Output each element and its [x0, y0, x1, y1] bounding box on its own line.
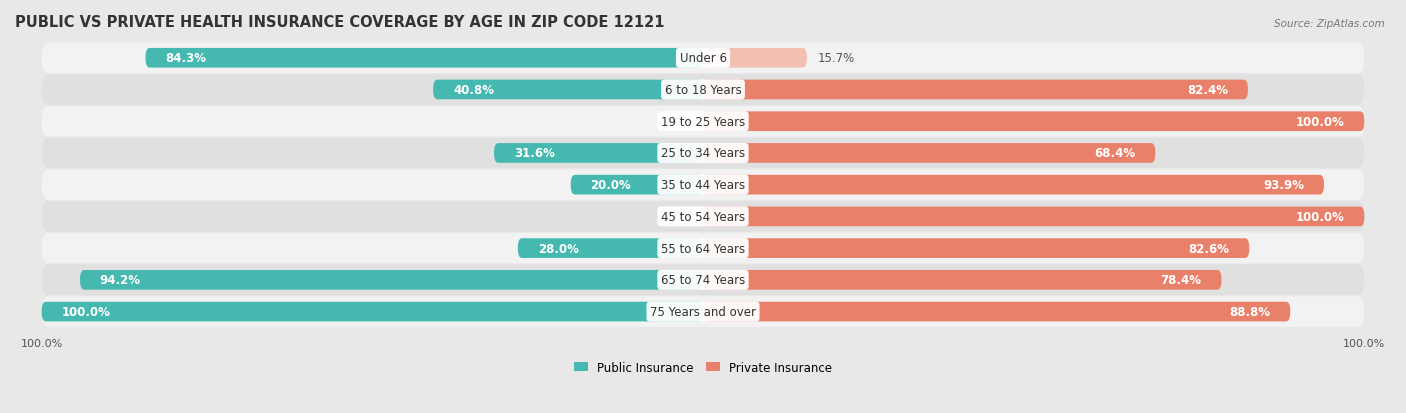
- Text: 100.0%: 100.0%: [1296, 210, 1344, 223]
- Text: Source: ZipAtlas.com: Source: ZipAtlas.com: [1274, 19, 1385, 28]
- FancyBboxPatch shape: [703, 176, 1324, 195]
- Text: 100.0%: 100.0%: [1296, 115, 1344, 128]
- FancyBboxPatch shape: [42, 265, 1364, 295]
- Text: 40.8%: 40.8%: [453, 84, 494, 97]
- FancyBboxPatch shape: [42, 233, 1364, 264]
- FancyBboxPatch shape: [80, 271, 703, 290]
- FancyBboxPatch shape: [42, 107, 1364, 137]
- Text: 65 to 74 Years: 65 to 74 Years: [661, 274, 745, 287]
- Text: PUBLIC VS PRIVATE HEALTH INSURANCE COVERAGE BY AGE IN ZIP CODE 12121: PUBLIC VS PRIVATE HEALTH INSURANCE COVER…: [15, 15, 665, 30]
- Text: 78.4%: 78.4%: [1161, 274, 1202, 287]
- FancyBboxPatch shape: [703, 49, 807, 69]
- Text: 0.0%: 0.0%: [662, 115, 692, 128]
- Text: 55 to 64 Years: 55 to 64 Years: [661, 242, 745, 255]
- Text: 15.7%: 15.7%: [817, 52, 855, 65]
- Text: 68.4%: 68.4%: [1094, 147, 1136, 160]
- Text: 45 to 54 Years: 45 to 54 Years: [661, 210, 745, 223]
- Text: 75 Years and over: 75 Years and over: [650, 305, 756, 318]
- Legend: Public Insurance, Private Insurance: Public Insurance, Private Insurance: [574, 361, 832, 374]
- FancyBboxPatch shape: [703, 239, 1250, 258]
- Text: 35 to 44 Years: 35 to 44 Years: [661, 179, 745, 192]
- Text: 82.4%: 82.4%: [1187, 84, 1227, 97]
- FancyBboxPatch shape: [42, 138, 1364, 169]
- Text: 82.6%: 82.6%: [1188, 242, 1229, 255]
- FancyBboxPatch shape: [703, 302, 1291, 322]
- FancyBboxPatch shape: [145, 49, 703, 69]
- Text: Under 6: Under 6: [679, 52, 727, 65]
- Text: 6 to 18 Years: 6 to 18 Years: [665, 84, 741, 97]
- FancyBboxPatch shape: [42, 43, 1364, 74]
- Text: 25 to 34 Years: 25 to 34 Years: [661, 147, 745, 160]
- Text: 20.0%: 20.0%: [591, 179, 631, 192]
- FancyBboxPatch shape: [42, 170, 1364, 200]
- FancyBboxPatch shape: [42, 302, 703, 322]
- Text: 28.0%: 28.0%: [537, 242, 578, 255]
- Text: 0.0%: 0.0%: [662, 210, 692, 223]
- FancyBboxPatch shape: [703, 81, 1249, 100]
- FancyBboxPatch shape: [703, 112, 1364, 132]
- FancyBboxPatch shape: [494, 144, 703, 164]
- Text: 19 to 25 Years: 19 to 25 Years: [661, 115, 745, 128]
- FancyBboxPatch shape: [703, 271, 1222, 290]
- FancyBboxPatch shape: [42, 202, 1364, 232]
- Text: 94.2%: 94.2%: [100, 274, 141, 287]
- FancyBboxPatch shape: [517, 239, 703, 258]
- FancyBboxPatch shape: [433, 81, 703, 100]
- FancyBboxPatch shape: [571, 176, 703, 195]
- Text: 93.9%: 93.9%: [1263, 179, 1305, 192]
- FancyBboxPatch shape: [42, 75, 1364, 105]
- Text: 31.6%: 31.6%: [513, 147, 555, 160]
- FancyBboxPatch shape: [703, 144, 1156, 164]
- FancyBboxPatch shape: [703, 207, 1364, 227]
- Text: 88.8%: 88.8%: [1229, 305, 1271, 318]
- FancyBboxPatch shape: [42, 297, 1364, 327]
- Text: 84.3%: 84.3%: [166, 52, 207, 65]
- Text: 100.0%: 100.0%: [62, 305, 110, 318]
